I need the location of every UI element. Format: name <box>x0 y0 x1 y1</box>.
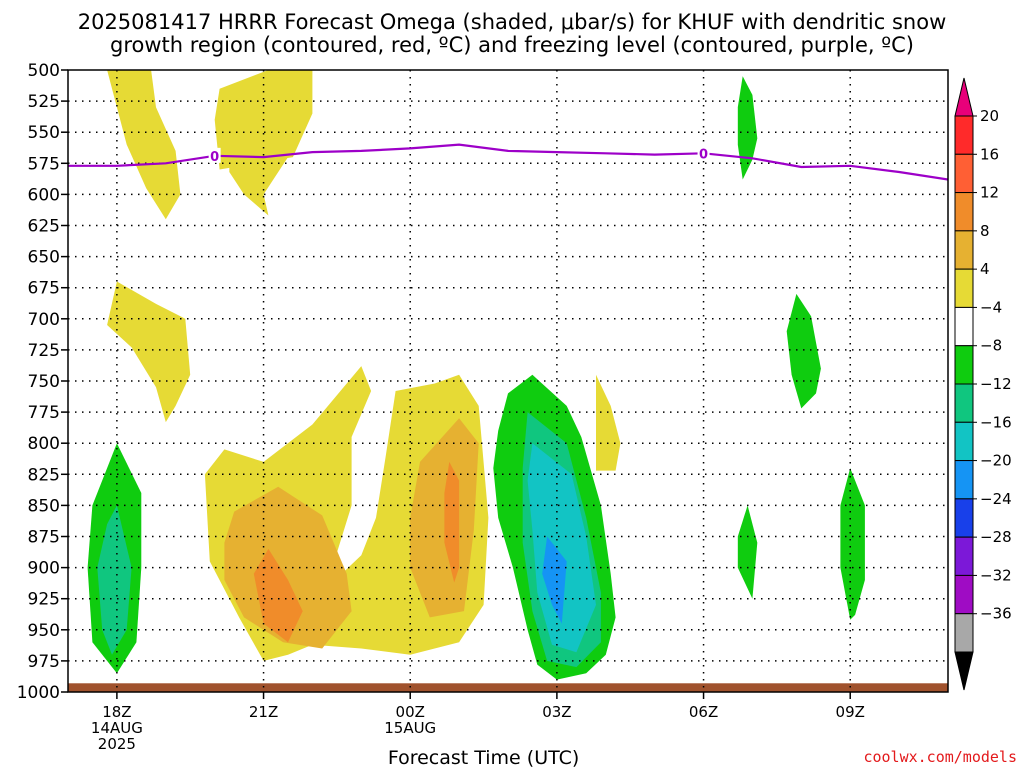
omega-region-0 <box>107 70 181 220</box>
credit-text: coolwx.com/models <box>863 748 1017 766</box>
colorbar-segment-1 <box>954 153 974 194</box>
colorbar-label-6: −8 <box>980 337 1002 355</box>
colorbar-segment-8 <box>954 421 974 462</box>
colorbar-label-4: 4 <box>980 260 990 278</box>
colorbar-segment-10 <box>954 498 974 538</box>
colorbar-segment-0 <box>954 115 974 155</box>
chart-title-line-0: 2025081417 HRRR Forecast Omega (shaded, … <box>78 10 947 34</box>
colorbar-label-0: 20 <box>980 107 999 125</box>
colorbar-top-triangle <box>954 77 974 117</box>
x-axis-title: Forecast Time (UTC) <box>388 747 579 768</box>
freezing-level-label-1: 0 <box>699 147 708 162</box>
x-tick-label-3-0: 03Z <box>542 703 571 721</box>
x-tick-label-0-0: 18Z <box>102 703 131 721</box>
y-tick-label-14: 850 <box>28 496 60 516</box>
freezing-level-label-bg-0 <box>208 147 221 163</box>
y-tick-label-0: 500 <box>28 61 60 81</box>
chart-title-line-1: growth region (contoured, red, ºC) and f… <box>110 33 914 57</box>
colorbar-label-3: 8 <box>980 222 990 240</box>
omega-region-12 <box>737 76 758 180</box>
omega-region-14 <box>737 505 758 599</box>
y-tick-label-8: 700 <box>28 310 60 330</box>
y-tick-label-17: 925 <box>28 590 60 610</box>
y-tick-label-4: 600 <box>28 185 60 205</box>
colorbar-label-13: −36 <box>980 605 1012 623</box>
y-tick-label-18: 950 <box>28 621 60 641</box>
colorbar-segment-12 <box>954 574 974 615</box>
colorbar-label-7: −12 <box>980 375 1012 393</box>
colorbar-segment-5 <box>954 306 974 347</box>
x-tick-label-1-0: 21Z <box>249 703 278 721</box>
x-tick-label-2-1: 15AUG <box>384 719 436 737</box>
ground-fill <box>68 683 948 692</box>
y-tick-label-5: 625 <box>28 217 60 237</box>
colorbar-segment-7 <box>954 383 974 423</box>
y-tick-label-16: 900 <box>28 559 60 579</box>
colorbar-label-1: 16 <box>980 145 999 163</box>
omega-region-15 <box>840 468 865 620</box>
omega-region-18 <box>527 443 596 653</box>
omega-region-16 <box>97 505 132 655</box>
y-tick-label-13: 825 <box>28 465 60 485</box>
omega-region-9 <box>444 461 460 583</box>
colorbar-segment-3 <box>954 230 974 270</box>
y-tick-label-12: 800 <box>28 434 60 454</box>
colorbar-label-8: −16 <box>980 413 1012 431</box>
y-tick-label-11: 775 <box>28 403 60 423</box>
freezing-level-label-bg-1 <box>697 145 710 161</box>
colorbar-label-5: −4 <box>980 298 1002 316</box>
omega-region-3 <box>107 281 191 423</box>
colorbar-label-9: −20 <box>980 452 1012 470</box>
colorbar-label-11: −28 <box>980 528 1012 546</box>
x-tick-label-4-0: 06Z <box>689 703 718 721</box>
colorbar-segment-6 <box>954 345 974 385</box>
omega-region-13 <box>786 293 821 409</box>
y-tick-label-7: 675 <box>28 279 60 299</box>
y-tick-label-6: 650 <box>28 248 60 268</box>
colorbar-bottom-triangle <box>954 651 974 691</box>
colorbar-segment-2 <box>954 192 974 232</box>
colorbar-label-2: 12 <box>980 184 999 202</box>
y-tick-label-15: 875 <box>28 528 60 548</box>
y-tick-label-3: 575 <box>28 154 60 174</box>
y-tick-label-20: 1000 <box>17 683 60 703</box>
x-tick-label-2-0: 00Z <box>396 703 425 721</box>
x-tick-label-0-1: 14AUG <box>91 719 143 737</box>
omega-region-5 <box>596 374 621 471</box>
y-tick-label-9: 725 <box>28 341 60 361</box>
colorbar-segment-4 <box>954 268 974 308</box>
y-tick-label-10: 750 <box>28 372 60 392</box>
x-tick-label-0-2: 2025 <box>98 735 136 753</box>
omega-region-8 <box>253 548 303 643</box>
omega-region-2 <box>229 157 288 216</box>
x-tick-label-5-0: 09Z <box>836 703 865 721</box>
omega-region-19 <box>542 536 567 624</box>
y-tick-label-2: 550 <box>28 123 60 143</box>
freezing-level-label-0: 0 <box>210 150 219 165</box>
omega-region-6 <box>224 486 352 649</box>
y-tick-label-19: 975 <box>28 652 60 672</box>
colorbar-segment-11 <box>954 536 974 576</box>
y-tick-label-1: 525 <box>28 92 60 112</box>
colorbar-label-10: −24 <box>980 490 1012 508</box>
colorbar-segment-13 <box>954 613 974 653</box>
colorbar-label-12: −32 <box>980 566 1012 584</box>
colorbar-segment-9 <box>954 460 974 500</box>
